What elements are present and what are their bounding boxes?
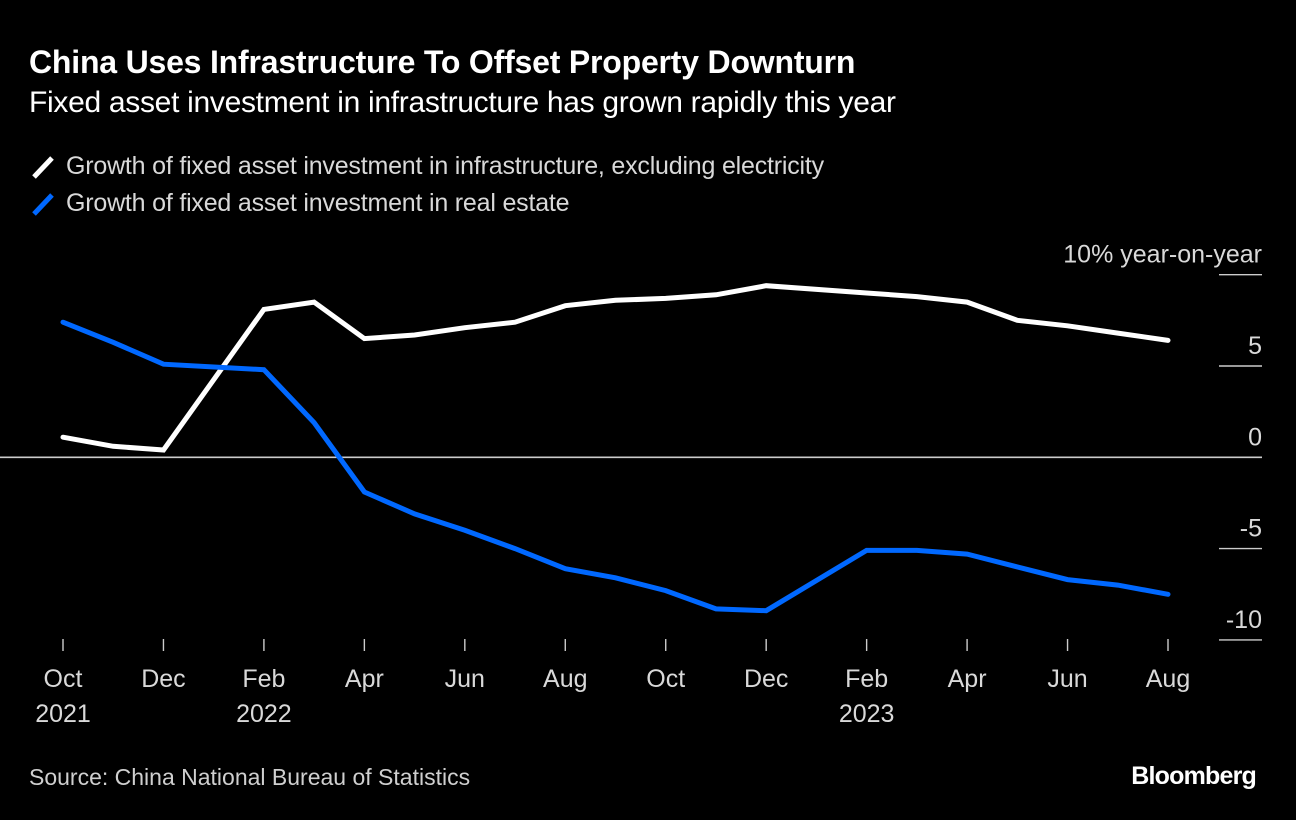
source-note: Source: China National Bureau of Statist… (29, 764, 471, 790)
x-tick-label: Aug (543, 665, 587, 693)
x-tick-label: Jun (445, 665, 485, 693)
y-tick-label: 10% year-on-year (1063, 241, 1262, 269)
x-tick-label: Dec (744, 665, 788, 693)
y-axis-labels: 10% year-on-year 5 0 -5 -10 (1063, 241, 1262, 634)
legend-label-real-estate: Growth of fixed asset investment in real… (66, 189, 570, 217)
y-tick-label: 5 (1248, 332, 1262, 360)
bloomberg-logo: Bloomberg (1131, 762, 1257, 790)
legend: Growth of fixed asset investment in infr… (30, 148, 824, 222)
legend-swatch-real-estate-icon (32, 192, 54, 216)
x-tick-year-label: 2021 (35, 700, 91, 728)
chart-subtitle: Fixed asset investment in infrastructure… (29, 86, 896, 119)
x-tick-label: Apr (948, 665, 987, 693)
y-tick-label: 0 (1248, 423, 1262, 451)
x-axis: Oct 2021 Dec Feb 2022 Apr Jun Aug Oct Dec Feb 2023 A… (35, 639, 1190, 728)
series-line-infrastructure (60, 283, 1171, 453)
y-gridlines (0, 274, 1262, 641)
x-tick-label: Oct (646, 665, 685, 693)
legend-item-infrastructure: Growth of fixed asset investment in infr… (30, 148, 824, 185)
legend-item-real-estate: Growth of fixed asset investment in real… (30, 185, 824, 222)
y-tick-label: -5 (1240, 515, 1262, 543)
x-tick-label: Jun (1047, 665, 1087, 693)
x-tick-label: Aug (1146, 665, 1190, 693)
chart-title: China Uses Infrastructure To Offset Prop… (29, 44, 856, 80)
legend-label-infrastructure: Growth of fixed asset investment in infr… (66, 152, 824, 180)
x-tick-label: Oct (44, 665, 83, 693)
series-lines (60, 283, 1171, 614)
x-tick-year-label: 2022 (236, 700, 292, 728)
x-tick-label: Dec (141, 665, 185, 693)
x-tick-label: Feb (242, 665, 285, 693)
series-line-real-estate (60, 319, 1171, 614)
x-tick-year-label: 2023 (839, 700, 895, 728)
legend-swatch-infrastructure-icon (32, 155, 54, 179)
x-tick-label: Feb (845, 665, 888, 693)
x-tick-label: Apr (345, 665, 384, 693)
y-tick-label: -10 (1226, 606, 1262, 634)
